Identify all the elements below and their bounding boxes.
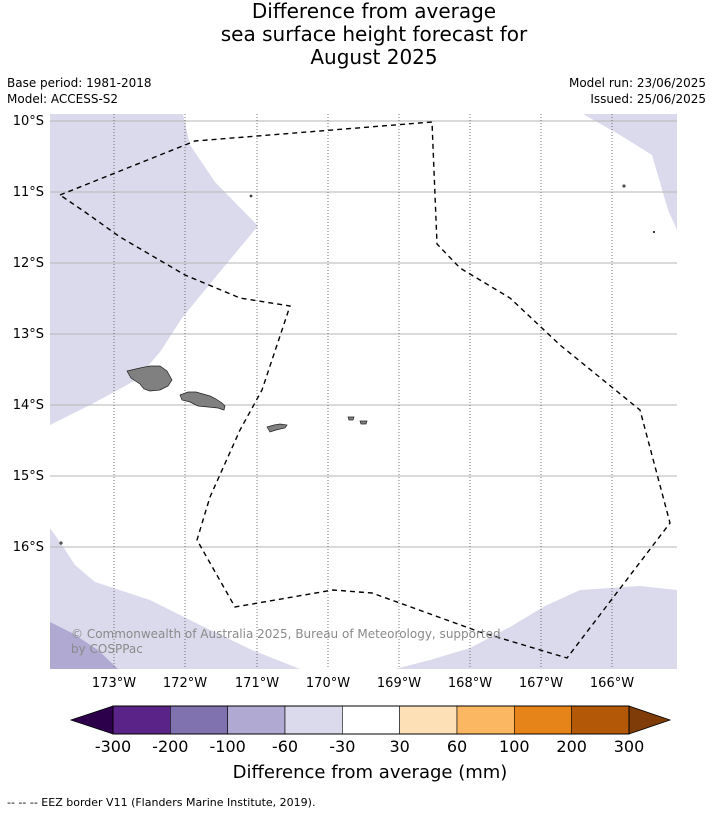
anomaly-region-southwest-deep <box>50 622 118 669</box>
colorbar-tick-label: 300 <box>614 737 645 756</box>
colorbar-cell <box>456 705 515 735</box>
colorbar-tick-label: 60 <box>447 737 467 756</box>
colorbar-cell <box>571 705 630 735</box>
colorbar-tick-label: 30 <box>389 737 409 756</box>
lat-label: 10°S <box>13 114 44 129</box>
colorbar-cell <box>112 705 171 735</box>
lon-label: 173°W <box>92 676 136 691</box>
colorbar-tick-labels: -300 -200 -100 -60 -30 30 60 100 200 300 <box>95 737 644 756</box>
meta-right: Model run: 23/06/2025 Issued: 25/06/2025 <box>569 75 706 107</box>
colorbar-tick-label: -100 <box>210 737 246 756</box>
chart-title: Difference from average sea surface heig… <box>0 0 713 69</box>
title-line-2: sea surface height forecast for <box>220 22 528 46</box>
island-upolu <box>179 391 226 411</box>
title-line-3: August 2025 <box>310 45 438 69</box>
footnote-eez: -- -- -- EEZ border V11 (Flanders Marine… <box>7 796 316 809</box>
meta-left: Base period: 1981-2018 Model: ACCESS-S2 <box>7 75 152 107</box>
lat-labels: 10°S 11°S 12°S 13°S 14°S 15°S 16°S <box>13 114 44 555</box>
colorbar-label: Difference from average (mm) <box>233 762 508 783</box>
colorbar-cell <box>284 705 343 735</box>
anomaly-region-northeast <box>583 114 677 230</box>
colorbar-tick-label: -60 <box>272 737 298 756</box>
colorbar-tick-label: 100 <box>499 737 530 756</box>
lon-label: 168°W <box>448 676 492 691</box>
lat-label: 13°S <box>13 327 44 342</box>
islands <box>59 184 656 545</box>
eez-border <box>58 121 671 659</box>
lon-label: 166°W <box>590 676 634 691</box>
colorbar-cell <box>514 705 572 735</box>
lon-label: 167°W <box>519 676 563 691</box>
island-ofu <box>347 416 355 421</box>
lon-label: 170°W <box>306 676 350 691</box>
island-savaii <box>126 365 173 392</box>
colorbar-tick-label: -300 <box>95 737 131 756</box>
lat-label: 14°S <box>13 398 44 413</box>
title-line-1: Difference from average <box>251 0 497 23</box>
island-tau <box>359 420 368 425</box>
island-northeast-speck <box>652 230 656 234</box>
colorbar-cell <box>227 705 286 735</box>
island-tutuila <box>266 423 288 433</box>
copyright-line-1: © Commonwealth of Australia 2025, Bureau… <box>71 627 501 641</box>
copyright-line-2: by COSPPac <box>71 642 143 656</box>
island-swains <box>249 194 253 198</box>
colorbar-cell <box>399 705 458 735</box>
model-name: Model: ACCESS-S2 <box>7 92 119 106</box>
island-tokelau <box>622 184 626 188</box>
colorbar-cells <box>112 705 630 735</box>
colorbar-cell <box>342 705 400 735</box>
lon-gridlines <box>113 114 613 669</box>
issued-date: Issued: 25/06/2025 <box>590 92 706 106</box>
lon-label: 172°W <box>163 676 207 691</box>
lat-label: 15°S <box>13 469 44 484</box>
base-period: Base period: 1981-2018 <box>7 76 152 90</box>
island-southwest-speck <box>59 541 63 545</box>
colorbar-tick-label: 200 <box>556 737 587 756</box>
map-area: © Commonwealth of Australia 2025, Bureau… <box>50 114 677 669</box>
lon-labels: 173°W 172°W 171°W 170°W 169°W 168°W 167°… <box>92 676 634 691</box>
colorbar-under-arrow <box>69 705 114 735</box>
colorbar-outline <box>112 705 630 735</box>
lat-gridlines <box>50 120 677 548</box>
lon-label: 171°W <box>235 676 279 691</box>
lat-label: 16°S <box>13 540 44 555</box>
colorbar-tick-label: -30 <box>329 737 355 756</box>
colorbar-over-arrow <box>628 705 672 735</box>
lat-label: 12°S <box>13 256 44 271</box>
anomaly-region-southwest <box>50 528 300 669</box>
colorbar-tick-label: -200 <box>152 737 188 756</box>
colorbar: -300 -200 -100 -60 -30 30 60 100 200 300 Differen… <box>69 705 672 783</box>
colorbar-cell <box>170 705 228 735</box>
lon-label: 169°W <box>377 676 421 691</box>
lat-label: 11°S <box>13 185 44 200</box>
model-run: Model run: 23/06/2025 <box>568 76 706 90</box>
